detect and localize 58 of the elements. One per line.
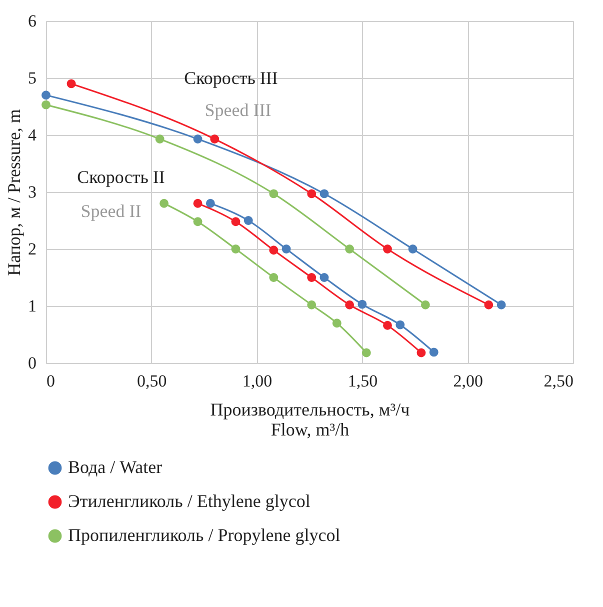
- point: [345, 244, 354, 254]
- point: [332, 318, 342, 328]
- annotation: Speed III: [204, 100, 272, 120]
- annotation: Скорость II: [77, 167, 165, 187]
- point: [416, 348, 426, 358]
- point: [269, 273, 278, 282]
- point: [269, 246, 278, 255]
- point: [429, 348, 438, 357]
- point: [307, 273, 316, 282]
- point: [383, 320, 392, 330]
- point: [408, 244, 418, 254]
- point: [160, 198, 169, 208]
- x-tick-label: 1,00: [242, 372, 272, 390]
- y-tick-label: 1: [28, 296, 36, 316]
- annotation: Скорость III: [184, 68, 278, 88]
- point: [484, 300, 494, 310]
- y-tick-label: 5: [28, 68, 36, 88]
- y-tick-label: 0: [28, 354, 36, 372]
- point: [244, 216, 253, 225]
- y-axis-title: Напор, м / Pressure, m: [4, 109, 24, 276]
- point: [345, 300, 354, 310]
- point: [358, 300, 367, 309]
- annotation: Speed II: [80, 201, 142, 221]
- point: [383, 244, 392, 254]
- point: [210, 134, 220, 144]
- y-tick-label: 2: [28, 240, 36, 258]
- x-tick-label: 0: [46, 372, 55, 390]
- point: [155, 134, 164, 144]
- y-tick-label: 4: [28, 126, 37, 144]
- point: [420, 300, 430, 310]
- point: [193, 198, 202, 208]
- point: [396, 320, 405, 330]
- point: [66, 79, 76, 88]
- point: [42, 90, 50, 100]
- point: [269, 189, 278, 198]
- point: [320, 273, 329, 282]
- legend-label: Вода / Water: [68, 457, 162, 477]
- x-tick-label: 0,50: [137, 372, 167, 390]
- x-axis-title: Производительность, м³/ч Flow, m³/h: [210, 400, 410, 440]
- y-tick-label: 6: [28, 12, 36, 30]
- point: [307, 189, 316, 198]
- point: [307, 300, 316, 310]
- legend-label: Этиленгликоль / Ethylene glycol: [68, 491, 310, 511]
- point: [362, 348, 371, 358]
- point: [193, 217, 202, 226]
- point: [206, 198, 215, 208]
- point: [496, 300, 506, 310]
- point: [282, 244, 291, 254]
- point: [320, 189, 329, 198]
- x-tick-label: 2,00: [453, 372, 483, 390]
- point: [231, 217, 240, 226]
- x-tick-label: 1,50: [348, 372, 378, 390]
- y-tick-label: 3: [28, 182, 36, 202]
- x-tick-label: 2,50: [544, 372, 574, 390]
- point: [231, 244, 240, 254]
- point: [42, 100, 50, 110]
- point: [193, 134, 202, 144]
- legend-label: Пропиленгликоль / Propylene glycol: [68, 525, 340, 545]
